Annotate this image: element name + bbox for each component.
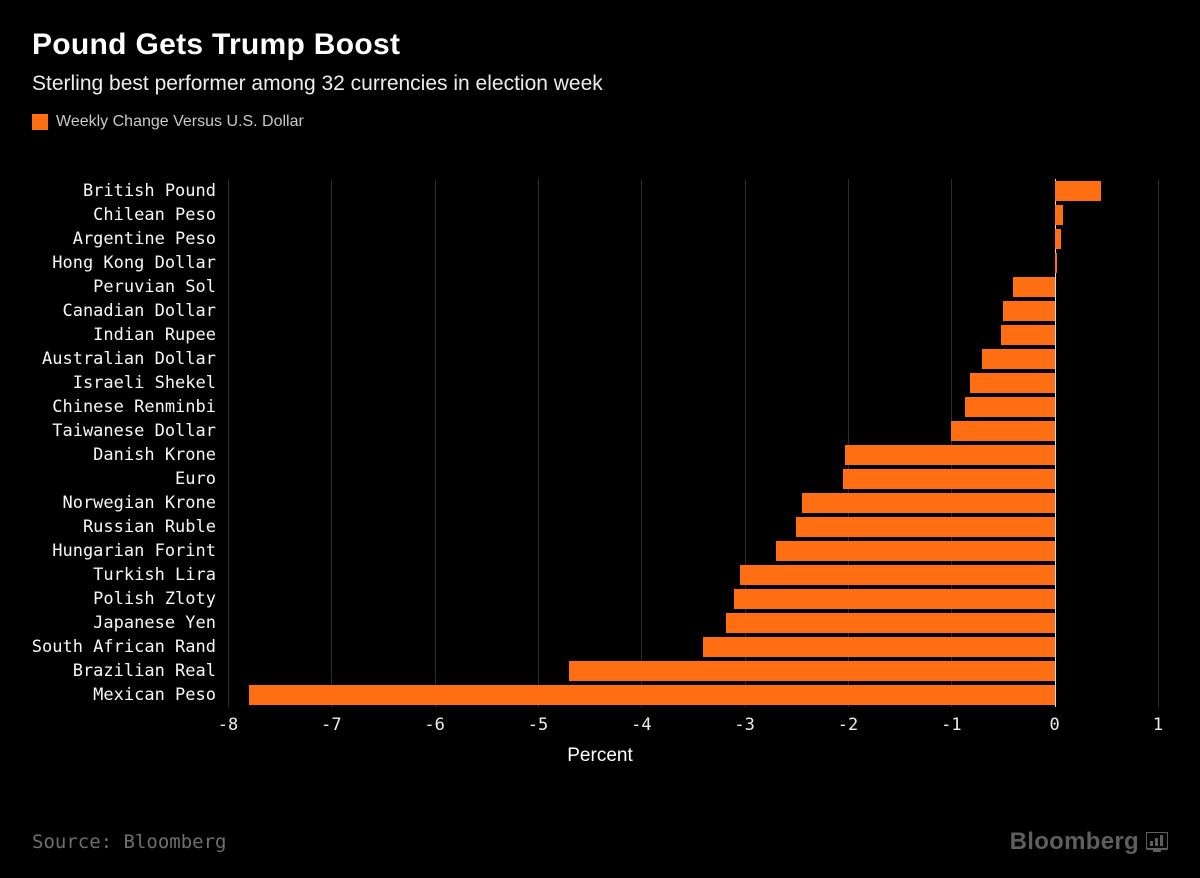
bar (1000, 325, 1055, 345)
x-tick-label: 1 (1152, 715, 1164, 735)
y-axis-label: Chilean Peso (93, 205, 216, 225)
bar-chart: British Pound Chilean Peso Argentine Peso H… (0, 179, 1200, 767)
gridline (228, 179, 229, 707)
gridline (537, 179, 539, 707)
bar (703, 637, 1055, 657)
y-axis-label: Chinese Renminbi (52, 397, 216, 417)
gridline (1158, 179, 1159, 707)
y-axis-label: Mexican Peso (93, 685, 216, 705)
bar (842, 469, 1055, 489)
y-axis-label: Israeli Shekel (72, 373, 216, 393)
footer: Source: Bloomberg Bloomberg (0, 828, 1200, 856)
bar (964, 397, 1055, 417)
bar (801, 493, 1055, 513)
y-axis-label: Hong Kong Dollar (52, 253, 216, 273)
x-tick-label: -1 (941, 715, 962, 735)
bar (1003, 301, 1055, 321)
x-tick-label: -7 (321, 715, 342, 735)
zero-line (1054, 179, 1056, 707)
x-axis: -8 -7 -6 -5 -4 -3 -2 -1 0 1 (218, 707, 1163, 737)
y-axis-label: British Pound (82, 181, 216, 201)
bar (1054, 253, 1057, 273)
x-tick-label: -4 (631, 715, 652, 735)
gridline (951, 179, 953, 707)
bar (1013, 277, 1055, 297)
y-axis-label: Peruvian Sol (93, 277, 216, 297)
y-axis-label: Australian Dollar (42, 349, 216, 369)
x-tick-label: -2 (837, 715, 859, 735)
source-text: Source: Bloomberg (32, 831, 227, 853)
y-axis-label: Danish Krone (93, 445, 216, 465)
x-tick-label: -3 (734, 715, 755, 735)
bar (982, 349, 1055, 369)
x-axis-title: Percent (567, 745, 633, 766)
y-axis-label: Norwegian Krone (62, 493, 216, 513)
bar (248, 685, 1055, 705)
x-tick-label: -6 (424, 715, 445, 735)
bar (1054, 181, 1102, 201)
chart-subtitle: Sterling best performer among 32 currenc… (32, 72, 603, 95)
y-axis-label: Hungarian Forint (52, 541, 216, 561)
y-axis-label: South African Rand (31, 637, 216, 657)
legend: Weekly Change Versus U.S. Dollar (32, 113, 1168, 131)
y-axis-label: Argentine Peso (72, 229, 216, 249)
bar (844, 445, 1055, 465)
bar (569, 661, 1055, 681)
bar (951, 421, 1055, 441)
bar (969, 373, 1055, 393)
y-axis-label: Euro (175, 469, 216, 489)
bar (796, 517, 1055, 537)
x-tick-label: -8 (217, 715, 239, 735)
gridline (744, 179, 746, 707)
legend-swatch-icon (32, 114, 48, 130)
y-axis-label: Taiwanese Dollar (52, 421, 216, 441)
chart-body: British Pound Chilean Peso Argentine Peso H… (0, 179, 1200, 707)
bloomberg-chart-icon (1146, 832, 1168, 852)
page-title: Pound Gets Trump Boost (32, 28, 401, 61)
gridline (434, 179, 436, 707)
x-tick-label: 0 (1049, 715, 1060, 735)
y-axis-label: Japanese Yen (93, 613, 216, 633)
y-axis-label: Russian Ruble (82, 517, 216, 537)
chart-header: Pound Gets Trump Boost Sterling best per… (0, 0, 1200, 131)
gridline (847, 179, 849, 707)
y-axis-label: Turkish Lira (93, 565, 216, 585)
bar (775, 541, 1055, 561)
bar (739, 565, 1055, 585)
x-tick-label: -5 (527, 715, 549, 735)
bar (1054, 229, 1061, 249)
gridline (641, 179, 643, 707)
y-axis-labels: British Pound Chilean Peso Argentine Peso H… (0, 179, 228, 707)
y-axis-label: Polish Zloty (93, 589, 216, 609)
y-axis-label: Indian Rupee (93, 325, 216, 345)
gridline (331, 179, 333, 707)
legend-label: Weekly Change Versus U.S. Dollar (56, 113, 304, 130)
bar (1054, 205, 1063, 225)
y-axis-label: Brazilian Real (72, 661, 216, 681)
plot-area (228, 179, 1159, 707)
bar (726, 613, 1055, 633)
bar (734, 589, 1055, 609)
bloomberg-logo-text: Bloomberg (1009, 828, 1139, 855)
bloomberg-logo: Bloomberg (1010, 828, 1168, 856)
y-axis-label: Canadian Dollar (62, 301, 216, 321)
